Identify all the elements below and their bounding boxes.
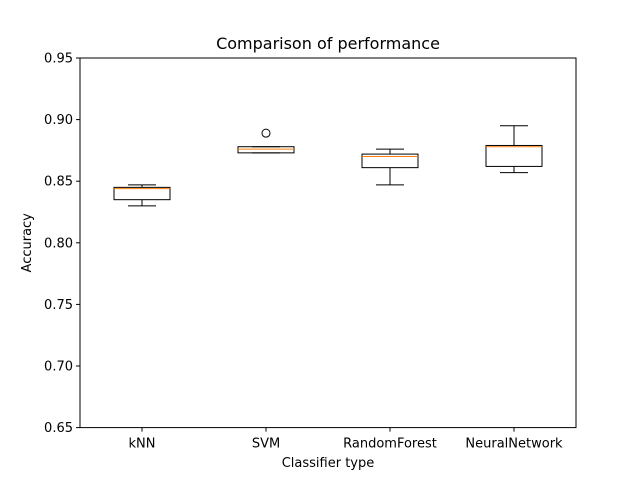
chart-title: Comparison of performance — [216, 34, 440, 53]
x-tick-label: NeuralNetwork — [465, 437, 563, 452]
iqr-box — [113, 186, 171, 201]
y-tick-label: 0.70 — [44, 360, 73, 375]
x-tick-label: RandomForest — [343, 437, 437, 452]
outlier-point — [261, 128, 271, 138]
y-tick-label: 0.75 — [44, 298, 73, 313]
box-randomforest — [361, 148, 419, 186]
x-tick-label: SVM — [252, 437, 280, 452]
y-tick-label: 0.90 — [44, 113, 73, 128]
box-svm — [237, 128, 295, 154]
y-tick-label: 0.95 — [44, 52, 73, 67]
y-tick-label: 0.85 — [44, 175, 73, 190]
x-axis-label: Classifier type — [282, 456, 375, 471]
y-tick-label: 0.80 — [44, 236, 73, 251]
iqr-box — [361, 153, 419, 169]
plot-area — [113, 125, 543, 207]
box-knn — [113, 184, 171, 207]
iqr-box — [485, 144, 543, 167]
y-axis-label: Accuracy — [20, 213, 35, 273]
iqr-box — [237, 146, 295, 154]
box-neuralnetwork — [485, 125, 543, 174]
y-tick-label: 0.65 — [44, 421, 73, 436]
x-tick-label: kNN — [129, 437, 156, 452]
